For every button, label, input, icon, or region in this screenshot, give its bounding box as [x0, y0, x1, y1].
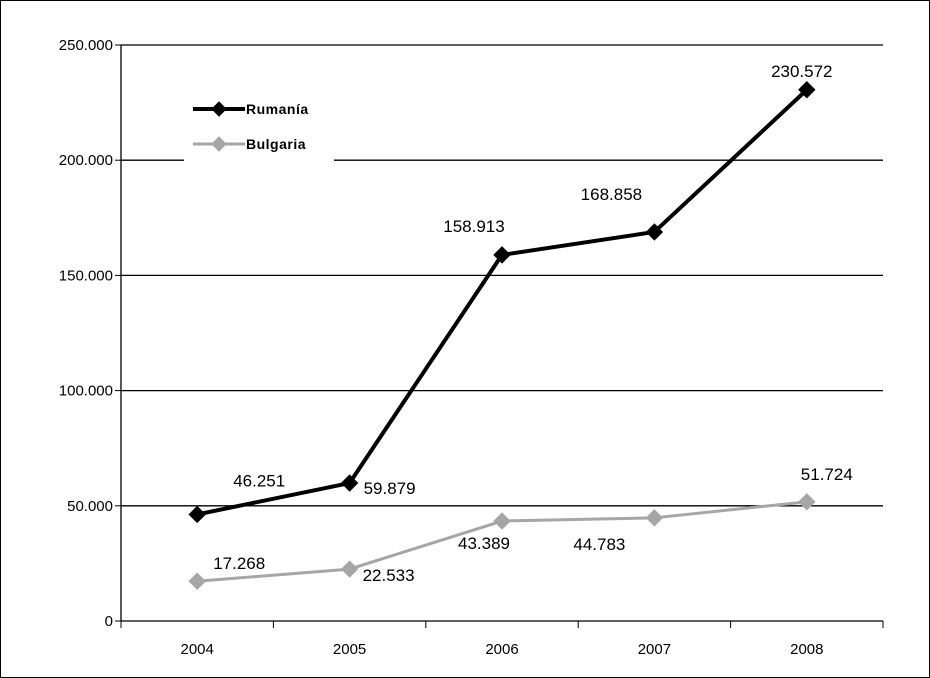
data-point	[645, 223, 664, 241]
series-lines	[188, 81, 816, 590]
axes: 0 50.000 100.000 150.000 200.000 250.000 2004 2…	[59, 37, 884, 658]
data-label: 46.251	[233, 471, 285, 490]
data-point	[188, 572, 206, 590]
y-tick-label: 250.000	[59, 37, 113, 54]
data-label: 158.913	[443, 217, 504, 236]
data-labels: 46.251 59.879 158.913 168.858 230.572 17.268 2…	[213, 62, 853, 585]
x-tick-label: 2008	[790, 641, 823, 658]
legend: Rumanía Bulgaria	[184, 93, 334, 165]
legend-label: Rumanía	[246, 101, 309, 117]
data-point	[798, 81, 816, 99]
data-point	[340, 474, 359, 492]
data-label: 59.879	[364, 479, 416, 498]
legend-marker	[211, 136, 227, 152]
data-point	[493, 512, 511, 530]
data-label: 230.572	[771, 62, 832, 81]
data-label: 43.389	[458, 534, 510, 553]
y-tick-label: 50.000	[67, 498, 113, 515]
legend-marker	[211, 101, 227, 117]
data-label: 168.858	[581, 185, 642, 204]
data-point	[645, 509, 664, 527]
x-tick-label: 2005	[333, 641, 366, 658]
y-tick-label: 200.000	[59, 152, 113, 169]
data-label: 44.783	[573, 535, 625, 554]
y-tick-label: 100.000	[59, 383, 113, 400]
data-point	[340, 560, 359, 578]
x-tick-label: 2007	[638, 641, 671, 658]
data-label: 22.533	[363, 566, 415, 585]
y-tick-label: 150.000	[59, 267, 113, 284]
data-label: 51.724	[801, 465, 853, 484]
data-point	[493, 246, 511, 264]
y-tick-label: 0	[105, 613, 113, 630]
data-point	[188, 505, 206, 524]
data-label: 17.268	[213, 554, 265, 573]
x-tick-label: 2006	[485, 641, 518, 658]
x-tick-label: 2004	[181, 641, 214, 658]
legend-background	[184, 93, 334, 165]
legend-label: Bulgaria	[246, 136, 306, 152]
data-point	[798, 493, 816, 511]
